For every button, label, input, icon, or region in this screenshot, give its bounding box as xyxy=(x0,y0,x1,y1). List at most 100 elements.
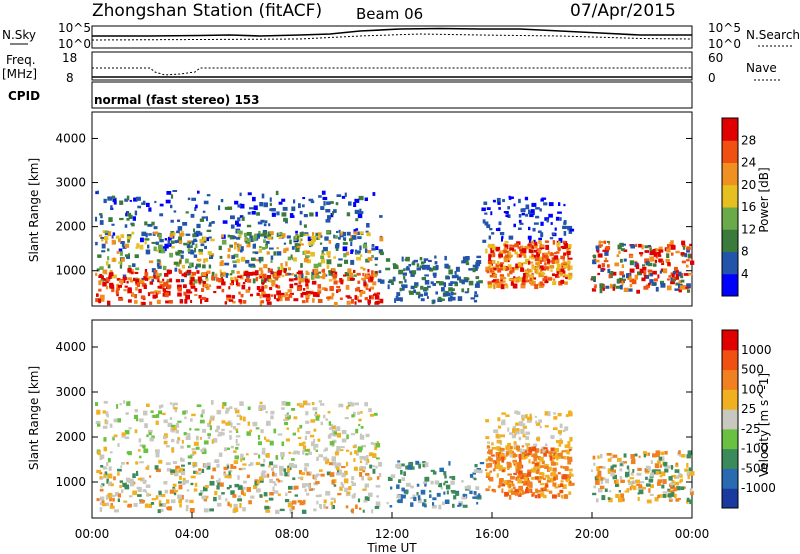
scatter-cell xyxy=(598,488,603,493)
scatter-cell xyxy=(223,447,228,452)
scatter-cell xyxy=(301,300,306,304)
scatter-cell xyxy=(548,213,553,218)
scatter-cell xyxy=(243,232,247,238)
scatter-cell xyxy=(645,483,651,487)
scatter-cell xyxy=(305,411,309,416)
scatter-cell xyxy=(647,245,651,248)
scatter-cell xyxy=(320,255,325,259)
scatter-cell xyxy=(560,255,565,260)
scatter-cell xyxy=(265,439,270,442)
scatter-cell xyxy=(662,491,668,494)
scatter-cell xyxy=(535,215,540,219)
scatter-cell xyxy=(117,285,122,288)
scatter-cell xyxy=(189,280,193,285)
scatter-cell xyxy=(151,279,155,282)
scatter-cell xyxy=(227,254,231,259)
scatter-cell xyxy=(467,288,470,293)
scatter-cell xyxy=(559,271,563,275)
scatter-cell xyxy=(261,450,266,455)
scatter-cell xyxy=(220,277,224,281)
scatter-cell xyxy=(220,432,225,436)
nsearch-tick-bottom: 10^0 xyxy=(708,37,741,51)
scatter-cell xyxy=(353,269,356,274)
scatter-cell xyxy=(366,455,369,459)
scatter-cell xyxy=(105,277,110,282)
scatter-cell xyxy=(144,277,149,281)
scatter-cell xyxy=(171,447,175,453)
scatter-cell xyxy=(502,483,505,486)
scatter-cell xyxy=(528,488,532,492)
scatter-cell xyxy=(525,276,528,281)
scatter-cell xyxy=(131,231,135,235)
scatter-cell xyxy=(201,288,205,292)
scatter-cell xyxy=(520,245,524,250)
scatter-cell xyxy=(411,262,415,266)
scatter-cell xyxy=(501,235,504,239)
scatter-cell xyxy=(689,491,694,495)
scatter-cell xyxy=(345,505,349,509)
scatter-cell xyxy=(314,272,317,278)
scatter-cell xyxy=(276,251,282,256)
scatter-cell xyxy=(252,196,256,202)
scatter-cell xyxy=(362,268,366,271)
scatter-cell xyxy=(187,455,193,459)
scatter-cell xyxy=(258,257,261,262)
scatter-cell xyxy=(128,265,132,270)
scatter-cell xyxy=(541,472,545,478)
scatter-cell xyxy=(327,434,332,439)
scatter-cell xyxy=(564,274,570,277)
scatter-cell xyxy=(165,199,171,204)
scatter-cell xyxy=(117,468,122,472)
scatter-cell xyxy=(137,449,141,452)
scatter-cell xyxy=(269,461,274,466)
scatter-cell xyxy=(522,253,526,256)
scatter-cell xyxy=(634,260,638,263)
scatter-cell xyxy=(260,233,264,237)
scatter-cell xyxy=(206,278,209,282)
scatter-cell xyxy=(644,245,650,249)
scatter-cell xyxy=(173,210,177,213)
scatter-cell xyxy=(186,289,191,294)
scatter-cell xyxy=(137,197,141,201)
scatter-cell xyxy=(539,268,543,273)
scatter-cell xyxy=(348,486,352,490)
scatter-cell xyxy=(524,270,530,275)
scatter-cell xyxy=(448,297,453,302)
scatter-cell xyxy=(238,468,243,471)
scatter-cell xyxy=(561,494,564,499)
scatter-cell xyxy=(300,243,304,246)
nave-label: Nave xyxy=(746,61,777,75)
scatter-cell xyxy=(243,492,246,497)
colorbar-tick-label: 16 xyxy=(741,200,756,214)
scatter-cell xyxy=(503,250,509,254)
scatter-cell xyxy=(199,419,205,424)
scatter-cell xyxy=(645,284,650,288)
scatter-cell xyxy=(247,406,251,410)
scatter-cell xyxy=(529,280,533,284)
scatter-cell xyxy=(263,239,266,243)
scatter-cell xyxy=(621,280,624,286)
scatter-cell xyxy=(345,461,349,467)
scatter-cell xyxy=(391,282,394,285)
scatter-cell xyxy=(343,253,347,258)
scatter-cell xyxy=(110,272,114,277)
scatter-cell xyxy=(543,252,549,255)
scatter-cell xyxy=(517,261,522,267)
nsky-panel-frame xyxy=(91,25,693,49)
scatter-cell xyxy=(333,209,337,213)
scatter-cell xyxy=(605,246,611,251)
scatter-cell xyxy=(283,419,288,422)
scatter-cell xyxy=(451,490,457,494)
scatter-cell xyxy=(568,411,573,417)
colorbar-tick-label: 4 xyxy=(741,267,749,281)
scatter-cell xyxy=(687,450,692,456)
scatter-cell xyxy=(175,251,180,256)
scatter-cell xyxy=(162,278,165,282)
scatter-cell xyxy=(540,198,544,202)
scatter-cell xyxy=(657,254,662,257)
scatter-cell xyxy=(562,261,567,264)
scatter-cell xyxy=(236,230,241,233)
scatter-cell xyxy=(165,300,170,304)
x-tick-label: 08:00 xyxy=(275,527,310,541)
scatter-cell xyxy=(465,256,470,261)
